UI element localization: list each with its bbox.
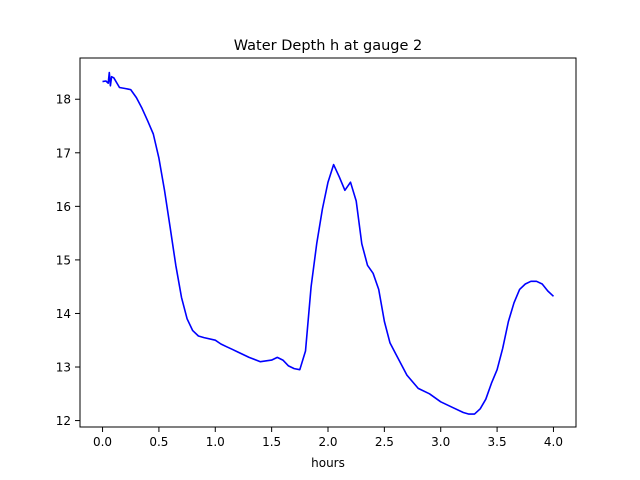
x-tick-label: 2.5 (375, 435, 394, 449)
x-tick-label: 1.5 (262, 435, 281, 449)
y-axis: 12 13 14 15 16 17 18 (56, 93, 80, 428)
y-tick-label: 15 (56, 253, 71, 267)
x-tick-label: 0.5 (149, 435, 168, 449)
x-tick-label: 1.0 (206, 435, 225, 449)
y-tick-label: 17 (56, 146, 71, 160)
x-tick-label: 2.0 (318, 435, 337, 449)
y-tick-label: 12 (56, 414, 71, 428)
x-axis-label: hours (311, 456, 345, 470)
y-tick-label: 13 (56, 361, 71, 375)
x-axis: 0.0 0.5 1.0 1.5 2.0 2.5 3.0 3.5 4.0 (93, 427, 563, 449)
x-tick-label: 3.5 (488, 435, 507, 449)
series-line (102, 71, 555, 415)
chart-title: Water Depth h at gauge 2 (234, 38, 422, 54)
y-tick-label: 16 (56, 200, 71, 214)
series-layer (102, 71, 555, 415)
x-tick-label: 0.0 (93, 435, 112, 449)
y-tick-label: 18 (56, 93, 71, 107)
x-tick-label: 4.0 (544, 435, 563, 449)
y-tick-label: 14 (56, 307, 71, 321)
x-tick-label: 3.0 (431, 435, 450, 449)
